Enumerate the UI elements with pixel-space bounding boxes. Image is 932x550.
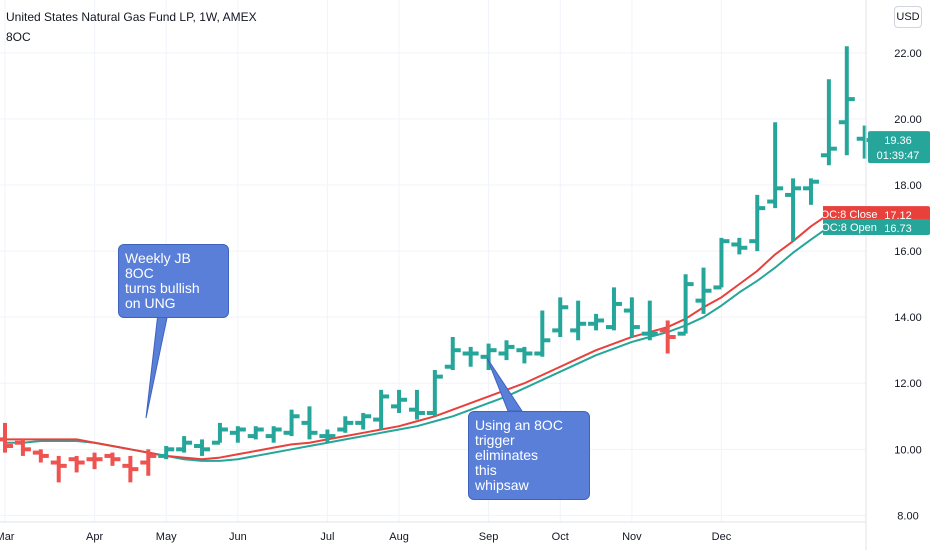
ohlc-bar	[391, 389, 408, 413]
x-tick-label: Aug	[389, 531, 409, 543]
ohlc-bar	[838, 46, 855, 156]
ohlc-bar	[426, 370, 443, 417]
ohlc-bar	[534, 310, 551, 357]
ohlc-bar	[140, 449, 157, 476]
ohlc-bar	[659, 320, 676, 354]
ohlc-bar	[480, 343, 497, 371]
ohlc-bar	[444, 336, 461, 371]
ohlc-bar	[767, 122, 784, 209]
ohlc-bar	[158, 446, 175, 460]
ohlc-bar	[408, 389, 425, 420]
open-ma-name-tag-text: 8OC:8 Open	[815, 222, 877, 234]
y-tick-label: 8.00	[897, 510, 918, 522]
x-tick-label: Mar	[0, 531, 15, 543]
ohlc-bar	[194, 439, 211, 456]
close-ma-value-tag-bg	[868, 206, 930, 223]
ohlc-bar	[122, 455, 139, 483]
currency-button[interactable]: USD	[894, 6, 922, 28]
ohlc-bar	[552, 297, 569, 337]
ohlc-bar	[32, 449, 49, 463]
ohlc-bar	[605, 287, 622, 331]
ohlc-bar	[749, 194, 766, 252]
ohlc-bar	[462, 346, 479, 367]
y-tick-label: 22.00	[894, 48, 922, 60]
ohlc-bar	[283, 409, 300, 437]
x-tick-label: Oct	[552, 531, 569, 543]
ohlc-bar	[319, 429, 336, 443]
y-tick-label: 18.00	[894, 180, 922, 192]
ohlc-bar	[247, 426, 264, 440]
ohlc-bar	[50, 455, 67, 483]
y-tick-label: 12.00	[894, 378, 922, 390]
y-tick-label: 10.00	[894, 444, 922, 456]
ohlc-bar	[623, 297, 640, 337]
ohlc-bars	[0, 46, 873, 483]
close-ma-name-tag-text: 8OC:8 Close	[815, 209, 878, 221]
close-ma-name-tag: 8OC:8 Close	[815, 206, 878, 223]
ohlc-bar	[677, 274, 694, 336]
ohlc-bar	[86, 452, 103, 470]
open-ma-name-tag: 8OC:8 Open	[815, 218, 877, 235]
bullish-callout[interactable]: Weekly JB 8OC turns bullish on UNG	[118, 244, 229, 318]
ohlc-bar	[337, 416, 354, 433]
y-tick-label: 14.00	[894, 312, 922, 324]
ohlc-bar	[695, 267, 712, 314]
ohlc-bar	[176, 436, 193, 453]
x-tick-label: Sep	[479, 531, 499, 543]
chart-title: United States Natural Gas Fund LP, 1W, A…	[6, 10, 257, 24]
y-tick-label: 16.00	[894, 246, 922, 258]
x-tick-label: Jun	[229, 531, 247, 543]
ohlc-bar	[498, 340, 515, 361]
ohlc-bar	[588, 313, 605, 331]
ohlc-bar	[731, 237, 748, 255]
x-tick-label: Apr	[86, 531, 103, 543]
x-tick-label: Dec	[712, 531, 732, 543]
moving-averages	[5, 213, 830, 462]
callout-pointers	[145, 312, 523, 419]
close-ma-name-tag-bg	[823, 206, 870, 223]
open-ma-value-tag-bg	[868, 218, 930, 235]
time-axis: Mar Apr May Jun Jul Aug Sep Oct Nov Dec	[0, 521, 866, 543]
x-tick-label: Nov	[622, 531, 642, 543]
last-price-tag-text: 01:39:47	[877, 150, 920, 162]
ohlc-bar	[355, 412, 372, 430]
ohlc-bar	[68, 455, 85, 473]
ohlc-bar	[516, 346, 533, 364]
last-price-tag-bg	[868, 131, 930, 164]
bullish-pointer	[145, 312, 169, 419]
close-ma-line	[5, 213, 830, 461]
ohlc-bar	[785, 178, 802, 242]
trigger-callout[interactable]: Using an 8OC trigger eliminates this whi…	[468, 411, 590, 500]
trigger-pointer	[486, 357, 523, 412]
last-price-tag: 19.36 01:39:47	[868, 131, 930, 164]
last-price-tag-text: 19.36	[884, 135, 912, 147]
open-ma-name-tag-bg	[823, 218, 870, 235]
open-ma-value-tag: 16.73	[868, 218, 930, 235]
ohlc-bar	[301, 406, 318, 440]
x-tick-label: Jul	[320, 531, 334, 543]
ohlc-bar	[802, 178, 819, 205]
indicator-label[interactable]: 8OC	[6, 30, 31, 44]
x-tick-label: May	[156, 531, 177, 543]
ohlc-bar	[14, 439, 31, 456]
ohlc-bar	[373, 389, 390, 430]
ohlc-bar	[0, 422, 13, 453]
y-tick-label: 20.00	[894, 114, 922, 126]
ohlc-bar	[211, 422, 228, 445]
open-ma-value-tag-text: 16.73	[884, 223, 912, 235]
ohlc-bar	[641, 300, 658, 341]
ohlc-bar	[713, 237, 730, 290]
ohlc-bar	[229, 426, 246, 443]
ohlc-bar	[820, 79, 837, 166]
ohlc-bar	[570, 300, 587, 341]
price-axis: 8.00 10.00 12.00 14.00 16.00 18.00 20.00 22.00	[865, 0, 922, 550]
ohlc-bar	[104, 452, 121, 466]
ohlc-bar	[265, 426, 282, 443]
